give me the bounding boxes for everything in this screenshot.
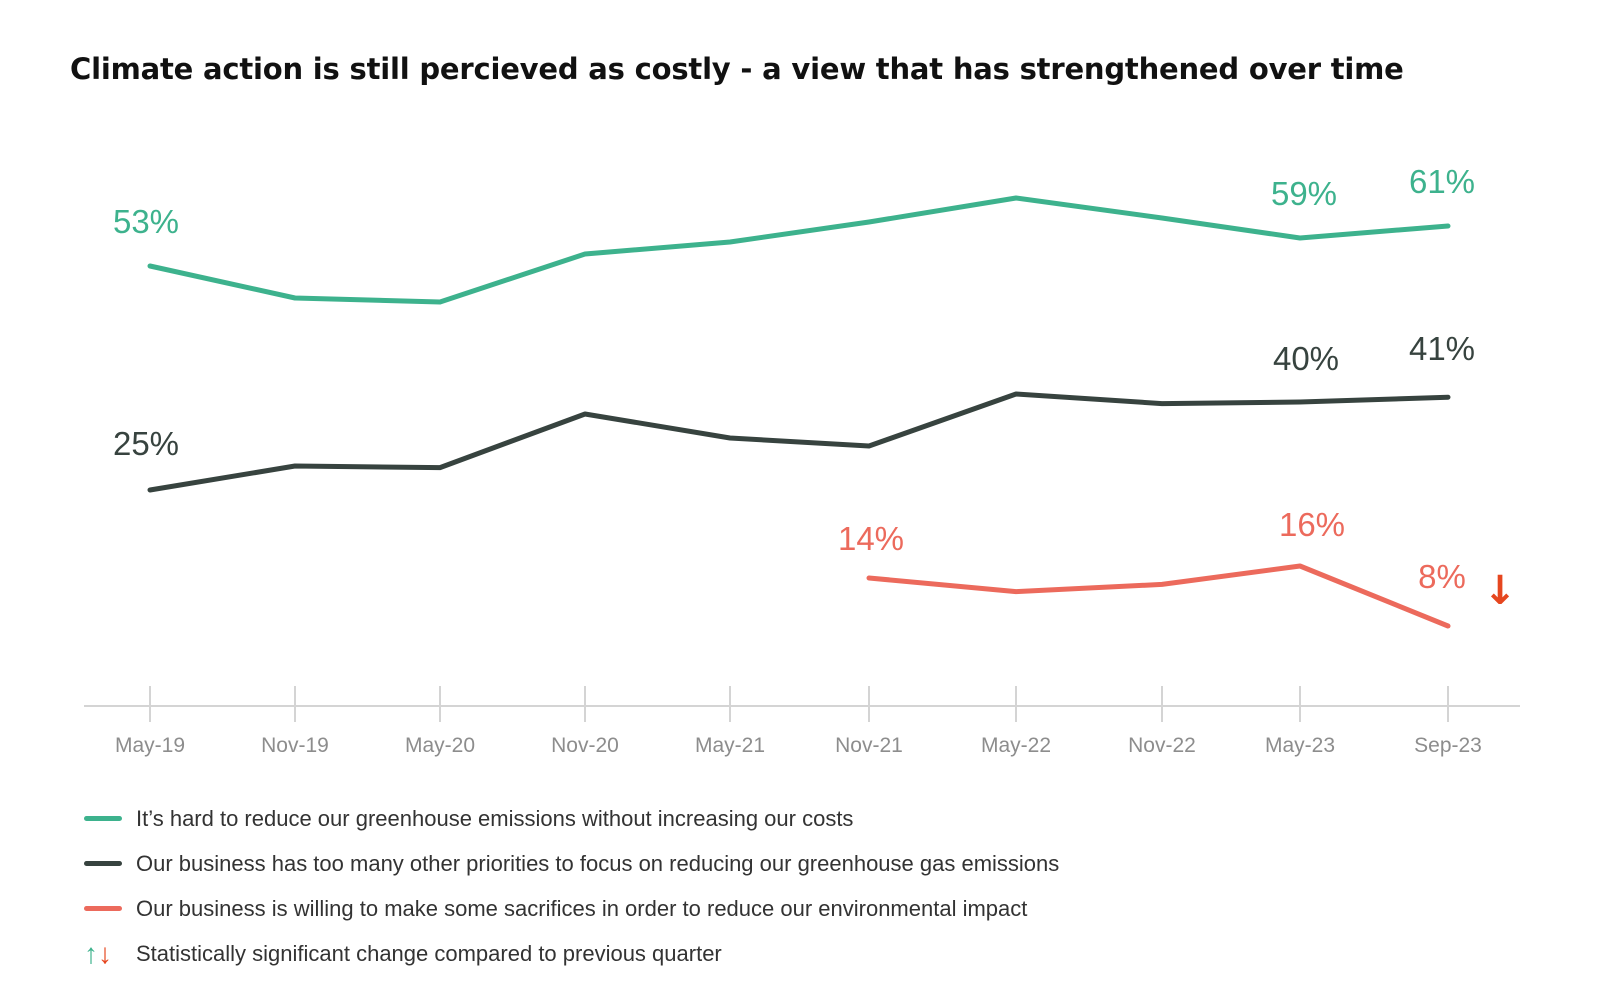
legend-label: Our business is willing to make some sac… [136,895,1028,921]
data-label: 25% [113,425,179,462]
data-point [1298,236,1302,240]
series-line [147,391,1451,493]
data-label: 61% [1409,163,1475,200]
data-point [867,576,871,580]
data-label: 8% [1418,558,1466,595]
legend-swatch [84,906,122,911]
data-point [1160,582,1164,587]
data-point [1160,216,1164,220]
legend-item: It’s hard to reduce our greenhouse emiss… [84,796,1059,841]
significance-arrows: ↑ ↓ [84,937,122,969]
legend-swatch [84,861,122,866]
data-point [293,296,297,300]
line-chart: May-19 Nov-19 May-20 Nov-20 May-21 Nov-21 May-… [84,163,1520,757]
x-tick-label: Nov-21 [835,734,903,757]
x-tick-label: Nov-20 [551,734,619,757]
data-point [1446,224,1450,228]
data-point [1298,400,1302,404]
x-tick-label: May-21 [695,734,765,757]
data-label: 40% [1273,340,1339,377]
data-point [1446,395,1450,400]
data-point [583,252,587,256]
legend-swatch [84,816,122,821]
data-point [438,465,442,470]
data-label: 53% [113,203,179,240]
data-point [728,436,732,440]
data-point [1014,196,1018,200]
x-tick-label: Nov-22 [1128,734,1196,757]
data-point [148,488,152,492]
data-point [728,240,732,244]
legend-label: It’s hard to reduce our greenhouse emiss… [136,805,854,831]
x-tick-label: May-22 [981,734,1051,757]
legend-label: Our business has too many other prioriti… [136,850,1060,876]
data-point [583,412,587,416]
data-point [867,444,871,448]
data-point [867,220,871,224]
data-label: 41% [1409,330,1475,367]
legend-item: Our business has too many other prioriti… [84,841,1059,886]
x-tick-label: Sep-23 [1414,734,1482,757]
arrow-up-icon: ↑ [84,937,98,969]
data-point [1014,589,1018,594]
x-tick-label: Nov-19 [261,734,329,757]
data-point [1014,392,1018,396]
data-point [293,464,297,468]
series-line [866,563,1451,629]
arrow-down-icon: ↓ [98,937,112,969]
data-point [1298,564,1302,568]
data-label: 14% [838,520,904,557]
legend-significance: ↑ ↓ Statistically significant change com… [84,931,1059,976]
chart-title: Climate action is still percieved as cos… [70,52,1404,86]
data-point [438,300,442,304]
x-tick-label: May-20 [405,734,475,757]
data-point [148,264,152,268]
series-line [147,195,1451,305]
legend-item: Our business is willing to make some sac… [84,886,1059,931]
data-point [1446,624,1450,628]
x-tick-label: May-23 [1265,734,1335,757]
significance-label: Statistically significant change compare… [136,940,722,966]
data-label: 16% [1279,506,1345,543]
data-label: 59% [1271,175,1337,212]
data-point [1160,401,1164,406]
legend: It’s hard to reduce our greenhouse emiss… [84,796,1059,976]
significance-down-icon: ↓ [1483,568,1517,614]
x-tick-label: May-19 [115,734,185,757]
